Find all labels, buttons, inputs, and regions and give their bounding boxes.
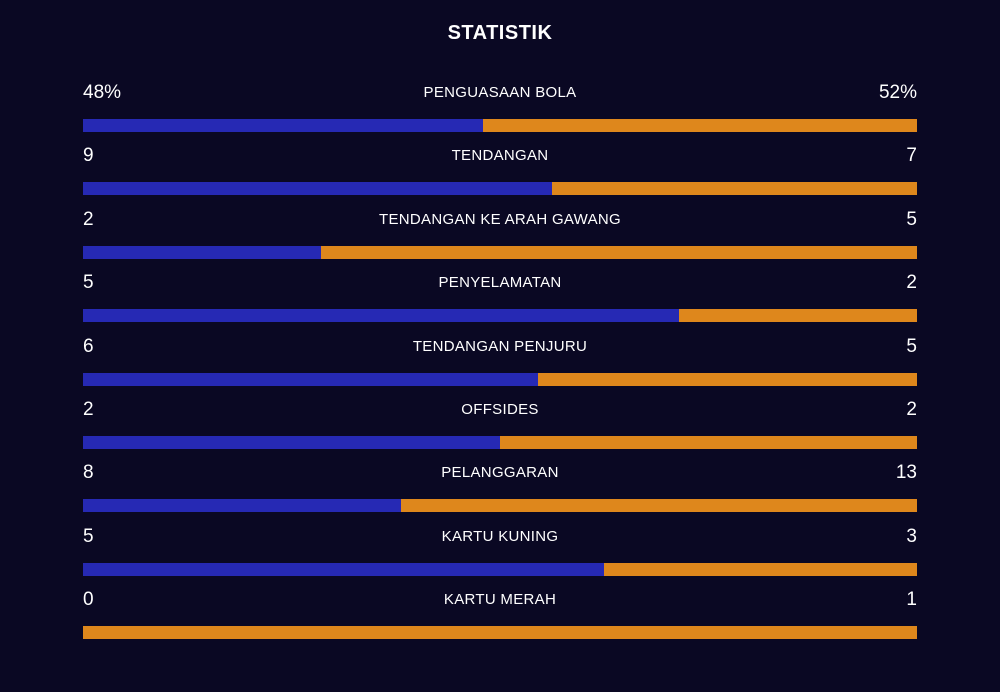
stat-row: 8 PELANGGARAN 13 <box>83 461 917 524</box>
stat-row: 9 TENDANGAN 7 <box>83 144 917 207</box>
away-bar-segment <box>604 562 917 576</box>
away-value: 7 <box>906 145 917 167</box>
home-value: 5 <box>83 272 94 294</box>
comparison-bar <box>83 435 917 449</box>
stat-row: 0 KARTU MERAH 1 <box>83 588 917 651</box>
home-value: 6 <box>83 335 94 357</box>
stat-label: KARTU KUNING <box>441 527 559 545</box>
away-bar-segment <box>678 309 917 323</box>
home-value: 5 <box>83 525 94 547</box>
away-bar-segment <box>500 435 917 449</box>
home-value: 0 <box>83 589 94 611</box>
home-value: 2 <box>83 398 94 420</box>
stat-row: 5 KARTU KUNING 3 <box>83 525 917 588</box>
home-bar-segment <box>83 119 484 132</box>
stat-row: 48% PENGUASAAN BOLA 52% <box>83 81 917 144</box>
away-value: 2 <box>906 398 917 420</box>
comparison-bar <box>83 119 917 132</box>
stat-label: PELANGGARAN <box>441 464 559 482</box>
stat-row-header: 8 PELANGGARAN 13 <box>83 461 917 485</box>
stat-row-header: 2 OFFSIDES 2 <box>83 398 917 422</box>
comparison-bar <box>83 372 917 386</box>
stat-label: TENDANGAN <box>451 147 549 165</box>
away-value: 5 <box>906 208 917 230</box>
away-value: 1 <box>906 589 917 611</box>
stats-title: STATISTIK <box>447 22 553 44</box>
stat-row-header: 48% PENGUASAAN BOLA 52% <box>83 81 917 105</box>
stat-row-header: 9 TENDANGAN 7 <box>83 144 917 168</box>
stat-row-header: 5 PENYELAMATAN 2 <box>83 271 917 295</box>
stat-row-header: 2 TENDANGAN KE ARAH GAWANG 5 <box>83 208 917 232</box>
comparison-bar <box>83 499 917 513</box>
stat-label: OFFSIDES <box>461 400 539 418</box>
away-value: 2 <box>906 272 917 294</box>
comparison-bar <box>83 309 917 323</box>
away-bar-segment <box>552 182 917 196</box>
stat-label: PENYELAMATAN <box>438 274 562 292</box>
home-bar-segment <box>83 245 322 259</box>
away-value: 5 <box>906 335 917 357</box>
stat-row: 6 TENDANGAN PENJURU 5 <box>83 335 917 398</box>
away-value: 13 <box>895 462 917 484</box>
stats-list: 48% PENGUASAAN BOLA 52% 9 TENDANGAN 7 2 TENDANG… <box>83 81 917 652</box>
comparison-bar <box>83 182 917 196</box>
home-bar-segment <box>83 182 553 196</box>
away-value: 3 <box>906 525 917 547</box>
away-bar-segment <box>321 245 917 259</box>
away-bar-segment <box>537 372 917 386</box>
home-value: 2 <box>83 208 94 230</box>
home-value: 48% <box>83 82 122 103</box>
home-value: 8 <box>83 462 94 484</box>
comparison-bar <box>83 245 917 259</box>
stat-label: TENDANGAN KE ARAH GAWANG <box>379 210 621 228</box>
stat-row: 2 OFFSIDES 2 <box>83 398 917 461</box>
home-value: 9 <box>83 145 94 167</box>
stat-label: KARTU MERAH <box>443 591 557 609</box>
away-value: 52% <box>878 82 917 103</box>
home-bar-segment <box>83 309 679 323</box>
home-bar-segment <box>83 372 538 386</box>
home-bar-segment <box>83 435 500 449</box>
away-bar-segment <box>483 119 917 132</box>
stat-label: TENDANGAN PENJURU <box>412 337 588 355</box>
comparison-bar <box>83 626 917 640</box>
stat-row-header: 6 TENDANGAN PENJURU 5 <box>83 335 917 359</box>
home-bar-segment <box>83 562 605 576</box>
stat-row-header: 0 KARTU MERAH 1 <box>83 588 917 612</box>
stat-row-header: 5 KARTU KUNING 3 <box>83 525 917 549</box>
away-bar-segment <box>400 499 917 513</box>
comparison-bar <box>83 562 917 576</box>
home-bar-segment <box>83 499 401 513</box>
stat-row: 2 TENDANGAN KE ARAH GAWANG 5 <box>83 208 917 271</box>
stat-row: 5 PENYELAMATAN 2 <box>83 271 917 334</box>
away-bar-segment <box>83 626 917 640</box>
stat-label: PENGUASAAN BOLA <box>423 84 577 101</box>
